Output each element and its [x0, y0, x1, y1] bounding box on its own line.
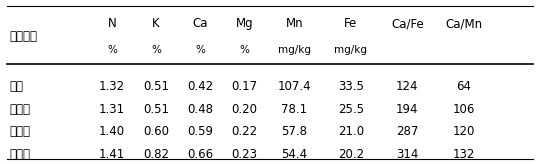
Text: 0.60: 0.60	[143, 125, 169, 138]
Text: 轻病株: 轻病株	[9, 103, 30, 116]
Text: 21.0: 21.0	[338, 125, 364, 138]
Text: %: %	[195, 45, 205, 55]
Text: Ca/Mn: Ca/Mn	[445, 17, 482, 31]
Text: 132: 132	[453, 148, 475, 161]
Text: 25.5: 25.5	[338, 103, 364, 116]
Text: 124: 124	[396, 80, 418, 93]
Text: 78.1: 78.1	[281, 103, 307, 116]
Text: 107.4: 107.4	[278, 80, 311, 93]
Text: 0.22: 0.22	[231, 125, 257, 138]
Text: 0.51: 0.51	[143, 80, 169, 93]
Text: 1.40: 1.40	[99, 125, 125, 138]
Text: Ca/Fe: Ca/Fe	[391, 17, 424, 31]
Text: N: N	[107, 17, 117, 31]
Text: 0.48: 0.48	[187, 103, 213, 116]
Text: Mn: Mn	[286, 17, 303, 31]
Text: 314: 314	[396, 148, 418, 161]
Text: %: %	[107, 45, 117, 55]
Text: mg/kg: mg/kg	[334, 45, 367, 55]
Text: 0.59: 0.59	[187, 125, 213, 138]
Text: 0.51: 0.51	[143, 103, 169, 116]
Text: 1.41: 1.41	[99, 148, 125, 161]
Text: Mg: Mg	[235, 17, 253, 31]
Text: 57.8: 57.8	[281, 125, 307, 138]
Text: 中病株: 中病株	[9, 125, 30, 138]
Text: 0.66: 0.66	[187, 148, 213, 161]
Text: 0.82: 0.82	[143, 148, 169, 161]
Text: 120: 120	[453, 125, 475, 138]
Text: 0.17: 0.17	[231, 80, 257, 93]
Text: %: %	[151, 45, 161, 55]
Text: 0.42: 0.42	[187, 80, 213, 93]
Text: Ca: Ca	[192, 17, 208, 31]
Text: 正常: 正常	[9, 80, 23, 93]
Text: Fe: Fe	[344, 17, 357, 31]
Text: 64: 64	[456, 80, 471, 93]
Text: mg/kg: mg/kg	[278, 45, 311, 55]
Text: 54.4: 54.4	[281, 148, 307, 161]
Text: 33.5: 33.5	[338, 80, 364, 93]
Text: 106: 106	[453, 103, 475, 116]
Text: 20.2: 20.2	[338, 148, 364, 161]
Text: 1.31: 1.31	[99, 103, 125, 116]
Text: K: K	[152, 17, 160, 31]
Text: 1.32: 1.32	[99, 80, 125, 93]
Text: 重病株: 重病株	[9, 148, 30, 161]
Text: 植株表现: 植株表现	[9, 30, 37, 43]
Text: %: %	[239, 45, 249, 55]
Text: 0.20: 0.20	[231, 103, 257, 116]
Text: 194: 194	[396, 103, 418, 116]
Text: 287: 287	[396, 125, 418, 138]
Text: 0.23: 0.23	[231, 148, 257, 161]
